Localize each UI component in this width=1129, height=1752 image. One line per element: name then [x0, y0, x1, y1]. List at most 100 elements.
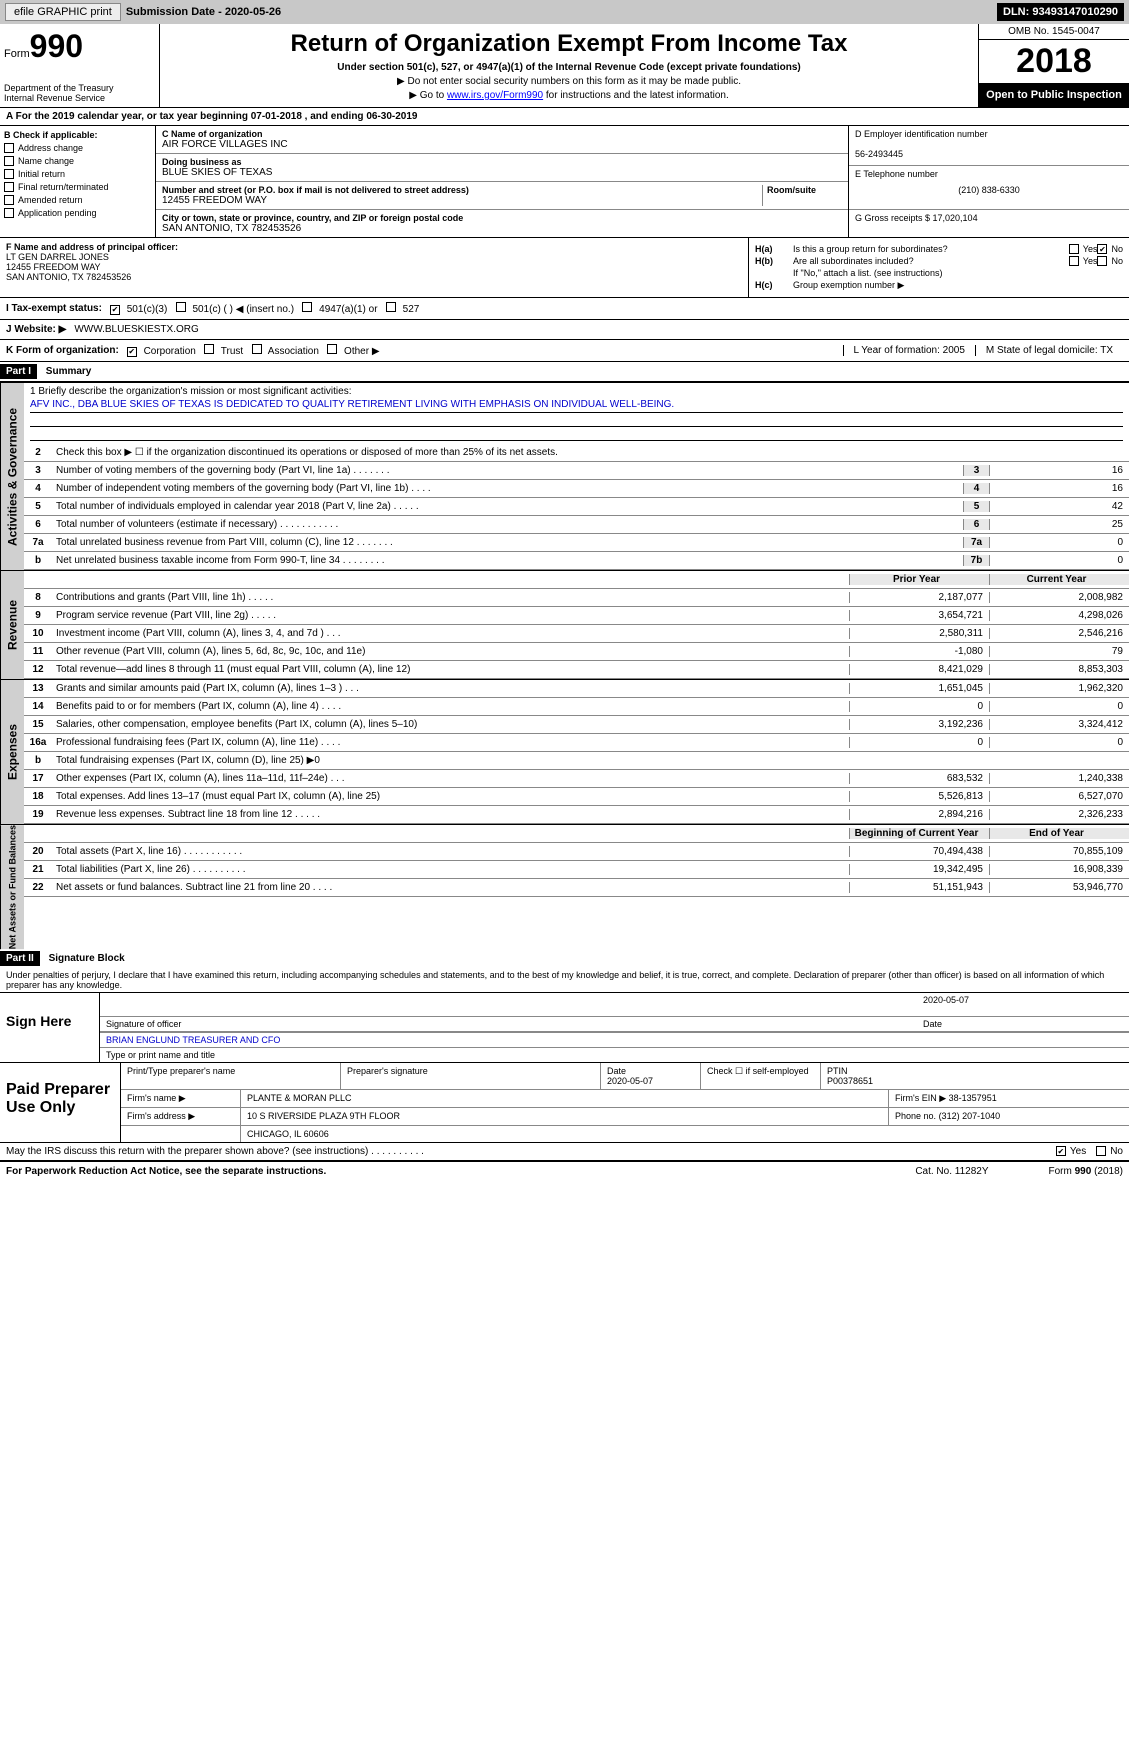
- governance-tab: Activities & Governance: [0, 383, 24, 570]
- status-check[interactable]: [386, 302, 396, 312]
- current-year-val: 0: [989, 701, 1129, 712]
- line-num: 11: [24, 646, 52, 657]
- current-year-val: 2,546,216: [989, 628, 1129, 639]
- kform-check[interactable]: [327, 344, 337, 354]
- org-name: AIR FORCE VILLAGES INC: [162, 139, 288, 150]
- revenue-section: Revenue Prior Year Current Year 8Contrib…: [0, 570, 1129, 679]
- governance-section: Activities & Governance 1 Briefly descri…: [0, 382, 1129, 570]
- kform-check[interactable]: [204, 344, 214, 354]
- calendar-year-line: A For the 2019 calendar year, or tax yea…: [0, 108, 1129, 126]
- kform-check[interactable]: ✔: [127, 347, 137, 357]
- firm-ein: 38-1357951: [949, 1093, 997, 1103]
- box-b-item: Name change: [18, 156, 74, 166]
- table-row: 10Investment income (Part VIII, column (…: [24, 625, 1129, 643]
- prior-year-val: 70,494,438: [849, 846, 989, 857]
- box-b-check[interactable]: [4, 195, 14, 205]
- current-year-val: 2,326,233: [989, 809, 1129, 820]
- line-num: 21: [24, 864, 52, 875]
- line-box: 4: [963, 483, 989, 494]
- gross-receipts: G Gross receipts $ 17,020,104: [855, 213, 978, 223]
- line-num: 18: [24, 791, 52, 802]
- prep-date-hdr: Date: [607, 1066, 626, 1076]
- line-val: 25: [989, 519, 1129, 530]
- line-desc: Total revenue—add lines 8 through 11 (mu…: [52, 662, 849, 677]
- hb-no-check[interactable]: [1097, 256, 1107, 266]
- kform-check[interactable]: [252, 344, 262, 354]
- discuss-no-check[interactable]: [1096, 1146, 1106, 1156]
- addr-value: 12455 FREEDOM WAY: [162, 195, 267, 206]
- year-formed: L Year of formation: 2005: [843, 345, 975, 356]
- efile-button[interactable]: efile GRAPHIC print: [5, 3, 121, 21]
- ha-yes-check[interactable]: [1069, 244, 1079, 254]
- box-b-check[interactable]: [4, 156, 14, 166]
- line-num: 17: [24, 773, 52, 784]
- ha-no-check[interactable]: ✔: [1097, 244, 1107, 254]
- hc-label: Group exemption number ▶: [793, 280, 904, 291]
- prior-year-val: 683,532: [849, 773, 989, 784]
- city-label: City or town, state or province, country…: [162, 213, 463, 223]
- table-row: 19Revenue less expenses. Subtract line 1…: [24, 806, 1129, 824]
- line-num: 14: [24, 701, 52, 712]
- box-b-check[interactable]: [4, 169, 14, 179]
- sig-date-label: Date: [923, 1019, 1123, 1029]
- form-number: 990: [30, 28, 83, 64]
- table-row: 18Total expenses. Add lines 13–17 (must …: [24, 788, 1129, 806]
- status-check[interactable]: ✔: [110, 305, 120, 315]
- current-year-val: 2,008,982: [989, 592, 1129, 603]
- current-year-val: 0: [989, 737, 1129, 748]
- perjury-text: Under penalties of perjury, I declare th…: [0, 968, 1129, 993]
- table-row: 14Benefits paid to or for members (Part …: [24, 698, 1129, 716]
- table-row: 17Other expenses (Part IX, column (A), l…: [24, 770, 1129, 788]
- box-b-check[interactable]: [4, 208, 14, 218]
- line-num: b: [24, 755, 52, 766]
- line-num: 7a: [24, 537, 52, 548]
- section-bcde: B Check if applicable: Address changeNam…: [0, 126, 1129, 238]
- section-fh: F Name and address of principal officer:…: [0, 238, 1129, 298]
- prior-year-val: 2,894,216: [849, 809, 989, 820]
- prep-selfemp: Check ☐ if self-employed: [701, 1063, 821, 1089]
- expenses-tab: Expenses: [0, 680, 24, 824]
- table-row: 2Check this box ▶ ☐ if the organization …: [24, 444, 1129, 462]
- top-command-bar: efile GRAPHIC print Submission Date - 20…: [0, 0, 1129, 24]
- page-footer: For Paperwork Reduction Act Notice, see …: [0, 1161, 1129, 1181]
- kform-opt: Association: [268, 346, 319, 357]
- officer-name: LT GEN DARREL JONES: [6, 252, 742, 262]
- status-check[interactable]: [176, 302, 186, 312]
- table-row: 15Salaries, other compensation, employee…: [24, 716, 1129, 734]
- box-b-check[interactable]: [4, 182, 14, 192]
- status-check[interactable]: [302, 302, 312, 312]
- box-b-item: Final return/terminated: [18, 182, 109, 192]
- city-value: SAN ANTONIO, TX 782453526: [162, 223, 301, 234]
- line-desc: Number of voting members of the governin…: [52, 463, 963, 478]
- line-desc: Total fundraising expenses (Part IX, col…: [52, 753, 849, 768]
- department-label: Department of the Treasury Internal Reve…: [4, 83, 155, 103]
- goto-note: ▶ Go to www.irs.gov/Form990 for instruct…: [166, 90, 972, 101]
- table-row: 21Total liabilities (Part X, line 26) . …: [24, 861, 1129, 879]
- netassets-section: Net Assets or Fund Balances Beginning of…: [0, 824, 1129, 949]
- current-year-val: 16,908,339: [989, 864, 1129, 875]
- table-row: 20Total assets (Part X, line 16) . . . .…: [24, 843, 1129, 861]
- sign-here-label: Sign Here: [0, 993, 100, 1062]
- table-row: 3Number of voting members of the governi…: [24, 462, 1129, 480]
- revenue-tab: Revenue: [0, 571, 24, 679]
- table-row: 7aTotal unrelated business revenue from …: [24, 534, 1129, 552]
- prior-year-val: 1,651,045: [849, 683, 989, 694]
- line-num: 16a: [24, 737, 52, 748]
- firm-addr-label: Firm's address ▶: [121, 1108, 241, 1125]
- sign-here-block: Sign Here 2020-05-07 Signature of office…: [0, 993, 1129, 1063]
- prior-year-val: 3,192,236: [849, 719, 989, 730]
- line-num: b: [24, 555, 52, 566]
- netassets-tab: Net Assets or Fund Balances: [0, 825, 24, 949]
- prior-year-val: 0: [849, 737, 989, 748]
- current-year-val: 6,527,070: [989, 791, 1129, 802]
- discuss-yes-check[interactable]: ✔: [1056, 1146, 1066, 1156]
- irs-link[interactable]: www.irs.gov/Form990: [447, 90, 543, 101]
- box-b-check[interactable]: [4, 143, 14, 153]
- hb-yes-check[interactable]: [1069, 256, 1079, 266]
- prior-year-val: 51,151,943: [849, 882, 989, 893]
- firm-phone-label: Phone no.: [895, 1111, 936, 1121]
- discuss-question: May the IRS discuss this return with the…: [6, 1146, 1056, 1157]
- sig-officer-label: Signature of officer: [106, 1019, 923, 1029]
- footer-right: Form 990 (2018): [1049, 1166, 1123, 1177]
- prior-year-val: 5,526,813: [849, 791, 989, 802]
